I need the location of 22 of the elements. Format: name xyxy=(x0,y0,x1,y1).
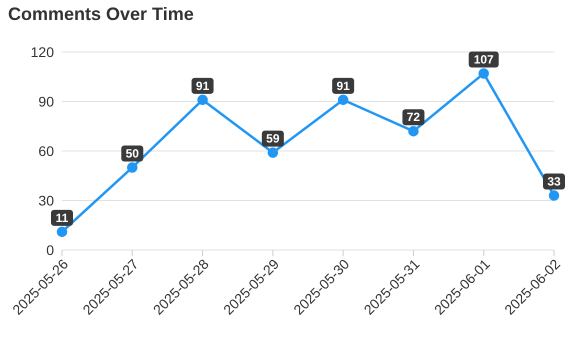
point xyxy=(56,226,68,238)
data-label: 11 xyxy=(56,210,69,225)
point xyxy=(408,126,419,136)
y-tick-label: 60 xyxy=(38,142,54,159)
data-label: 72 xyxy=(406,110,420,124)
data-label: 33 xyxy=(547,174,561,189)
y-tick-label: 90 xyxy=(38,93,54,110)
data-label: 50 xyxy=(126,146,140,160)
y-tick-label: 30 xyxy=(38,192,54,208)
data-label: 91 xyxy=(336,78,350,93)
point xyxy=(478,68,489,79)
y-tick-label: 120 xyxy=(30,44,54,60)
point xyxy=(268,147,278,158)
point xyxy=(197,94,208,106)
point xyxy=(127,162,138,173)
data-label: 107 xyxy=(474,52,494,66)
chart-title: Comments Over Time xyxy=(8,4,195,26)
data-label: 91 xyxy=(196,78,210,93)
point xyxy=(338,94,348,106)
y-tick-label: 0 xyxy=(46,242,54,258)
point xyxy=(548,190,560,201)
data-label: 59 xyxy=(266,132,280,146)
